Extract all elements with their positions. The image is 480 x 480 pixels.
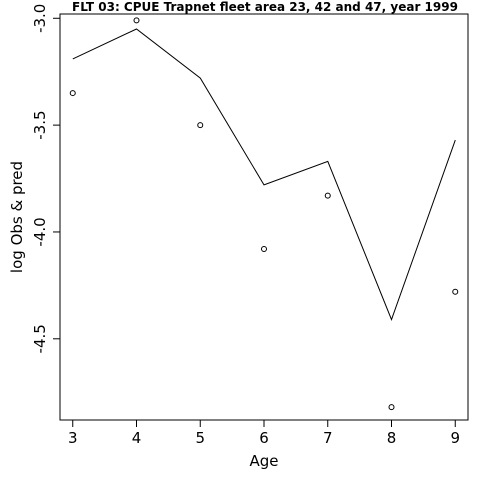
observed-point [324, 192, 331, 199]
y-tick-label: -3.5 [31, 110, 49, 139]
x-axis-label: Age [249, 452, 278, 470]
observed-point [197, 122, 204, 129]
x-axis: 3 4 5 6 7 8 9 [68, 420, 460, 447]
x-tick-label: 6 [259, 429, 269, 447]
observed-point [69, 90, 76, 97]
x-tick-label: 7 [323, 429, 333, 447]
y-axis: -3.0 -3.5 -4.0 -4.5 [31, 4, 60, 353]
x-tick-label: 4 [132, 429, 142, 447]
y-tick-label: -4.5 [31, 324, 49, 353]
series-layer [69, 17, 459, 411]
observed-point [261, 246, 267, 253]
observed-point [133, 17, 140, 24]
x-tick-label: 9 [450, 429, 460, 447]
observed-point [388, 404, 395, 411]
y-tick-label: -3.0 [31, 4, 49, 33]
observed-point [452, 288, 459, 295]
x-tick-label: 8 [387, 429, 397, 447]
chart-title: FLT 03: CPUE Trapnet fleet area 23, 42 a… [72, 0, 458, 14]
y-axis-label: log Obs & pred [8, 161, 26, 273]
x-tick-label: 3 [68, 429, 78, 447]
predicted-line [72, 28, 456, 322]
x-tick-label: 5 [195, 429, 205, 447]
y-tick-label: -4.0 [31, 217, 49, 246]
